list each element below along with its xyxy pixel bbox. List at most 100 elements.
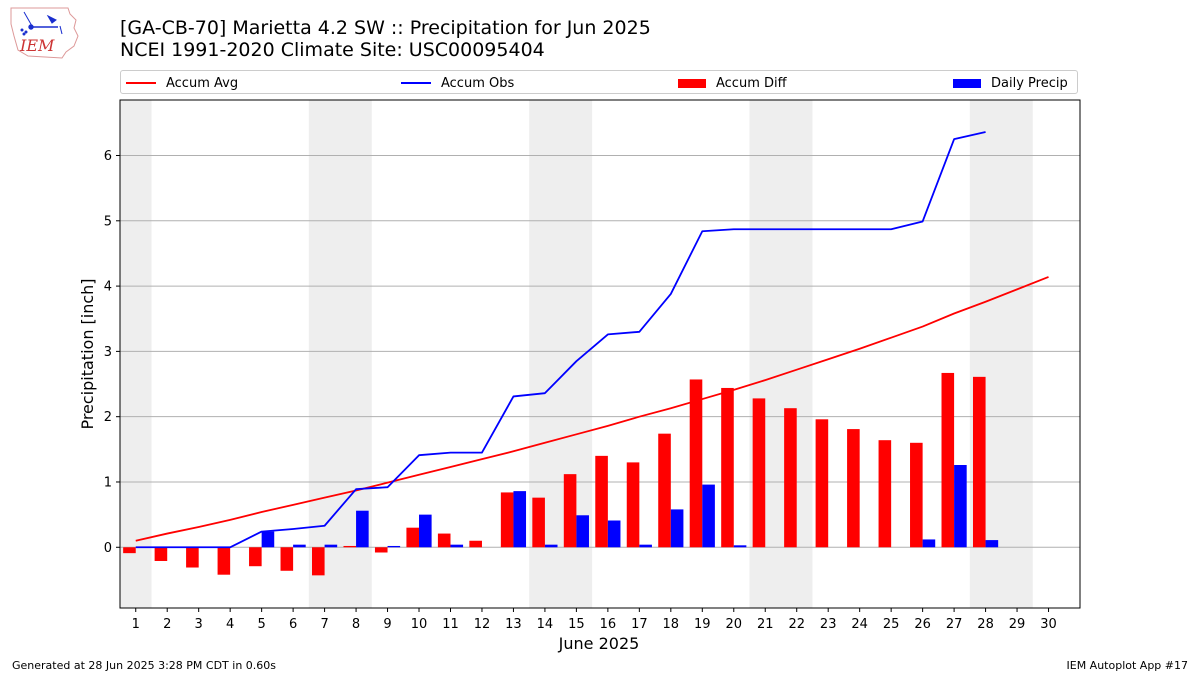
legend-swatch-daily-precip [953, 78, 981, 88]
tick-label-y-6: 6 [104, 149, 112, 164]
tick-label-x-8: 8 [352, 617, 360, 632]
tick-label-y-4: 4 [104, 280, 112, 295]
bar-daily-precip-day-15 [576, 515, 589, 548]
bar-daily-precip-day-14 [544, 544, 558, 548]
tick-label-x-11: 11 [442, 617, 459, 632]
bar-series [123, 372, 999, 576]
y-axis-ticks: 0 1 2 3 4 5 6 [104, 149, 120, 556]
bar-accum-diff-day-26 [910, 442, 923, 548]
bar-accum-diff-day-10 [406, 527, 420, 548]
bar-accum-diff-day-6 [280, 547, 294, 571]
line-series [135, 131, 1049, 549]
bar-accum-diff-day-17 [626, 462, 640, 548]
footer-generated: Generated at 28 Jun 2025 3:28 PM CDT in … [12, 659, 277, 672]
bar-accum-diff-day-8 [343, 545, 357, 548]
tick-label-y-2: 2 [104, 410, 112, 425]
tick-label-x-21: 21 [757, 617, 774, 632]
tick-label-x-24: 24 [851, 617, 868, 632]
tick-label-x-25: 25 [883, 617, 900, 632]
bar-accum-diff-day-25 [878, 440, 892, 548]
footer-app-id: IEM Autoplot App #17 [1066, 659, 1189, 672]
bar-daily-precip-day-20 [733, 545, 747, 548]
tick-label-x-18: 18 [663, 617, 680, 632]
bar-accum-diff-day-5 [249, 547, 262, 567]
bar-daily-precip-day-6 [293, 544, 306, 548]
bar-accum-diff-day-7 [312, 547, 325, 576]
weekend-band-1 [308, 100, 372, 608]
legend-item-accum-obs: Accum Obs [401, 74, 514, 92]
tick-label-x-29: 29 [1009, 617, 1026, 632]
tick-label-y-5: 5 [104, 214, 112, 229]
weekend-band-0 [120, 100, 152, 608]
bar-daily-precip-day-13 [513, 491, 527, 548]
tick-label-x-30: 30 [1040, 617, 1057, 632]
bar-daily-precip-day-5 [261, 531, 275, 548]
bar-daily-precip-day-10 [419, 514, 432, 548]
bar-accum-diff-day-18 [658, 433, 671, 548]
tick-label-x-4: 4 [226, 617, 234, 632]
bar-daily-precip-day-16 [607, 520, 621, 548]
bar-accum-diff-day-23 [815, 419, 829, 548]
bar-accum-diff-day-9 [374, 547, 388, 553]
bar-accum-diff-day-4 [217, 547, 231, 575]
tick-label-x-5: 5 [257, 617, 265, 632]
bar-accum-diff-day-21 [752, 398, 766, 548]
bar-accum-diff-day-12 [469, 540, 482, 548]
tick-label-x-10: 10 [411, 617, 428, 632]
x-axis-label: June 2025 [558, 634, 640, 653]
legend-label-accum-avg: Accum Avg [166, 75, 239, 91]
tick-label-x-27: 27 [946, 617, 963, 632]
bar-accum-diff-day-16 [595, 455, 608, 548]
tick-label-x-13: 13 [505, 617, 522, 632]
legend-item-accum-diff: Accum Diff [678, 74, 787, 92]
bar-accum-diff-day-28 [972, 376, 986, 548]
weekend-shading [120, 100, 1033, 608]
tick-label-x-22: 22 [788, 617, 805, 632]
bar-daily-precip-day-18 [670, 509, 684, 548]
tick-label-x-19: 19 [694, 617, 711, 632]
bar-daily-precip-day-19 [702, 484, 715, 548]
bar-accum-diff-day-3 [186, 547, 199, 568]
legend-swatch-accum-obs [401, 82, 431, 84]
y-axis-label: Precipitation [inch] [78, 278, 97, 429]
legend-swatch-accum-avg [126, 82, 156, 84]
iem-logo: IEM [10, 7, 79, 59]
weekend-band-4 [969, 100, 1033, 608]
legend-item-accum-avg: Accum Avg [126, 74, 238, 92]
bar-accum-diff-day-27 [941, 372, 955, 548]
weekend-band-2 [529, 100, 593, 608]
bar-accum-diff-day-20 [721, 387, 734, 548]
tick-label-y-1: 1 [104, 475, 112, 490]
tick-label-x-26: 26 [914, 617, 931, 632]
bar-daily-precip-day-17 [639, 544, 652, 548]
legend: Accum Avg Accum Obs Accum Diff Daily Pre… [120, 70, 1078, 94]
line-accum-avg [135, 276, 1049, 542]
tick-label-x-17: 17 [631, 617, 648, 632]
chart-subtitle: NCEI 1991-2020 Climate Site: USC00095404 [120, 39, 545, 61]
tick-label-x-16: 16 [600, 617, 617, 632]
bar-accum-diff-day-1 [123, 547, 136, 554]
tick-label-x-20: 20 [725, 617, 742, 632]
legend-label-accum-obs: Accum Obs [441, 75, 515, 91]
x-axis-ticks: 1 2 3 4 5 6 7 8 9 10 11 12 13 14 15 16 17 18 19 20 21 22 23 24 2… [132, 608, 1057, 632]
bar-daily-precip-day-26 [922, 539, 936, 548]
bar-accum-diff-day-14 [532, 497, 545, 548]
tick-label-x-23: 23 [820, 617, 837, 632]
tick-label-x-15: 15 [568, 617, 585, 632]
weekend-band-3 [749, 100, 813, 608]
tick-label-x-2: 2 [163, 617, 171, 632]
bar-daily-precip-day-7 [324, 544, 338, 548]
tick-label-x-28: 28 [977, 617, 994, 632]
chart-title: [GA-CB-70] Marietta 4.2 SW :: Precipitat… [120, 17, 651, 39]
tick-label-x-14: 14 [537, 617, 554, 632]
legend-item-daily-precip: Daily Precip [953, 74, 1068, 92]
bar-accum-diff-day-19 [689, 379, 703, 548]
tick-label-x-1: 1 [132, 617, 140, 632]
tick-label-x-12: 12 [474, 617, 491, 632]
plot-frame [119, 99, 1081, 609]
tick-label-y-3: 3 [104, 345, 112, 360]
legend-label-accum-diff: Accum Diff [716, 75, 787, 91]
y-gridlines [120, 155, 1080, 548]
tick-label-x-9: 9 [383, 617, 391, 632]
